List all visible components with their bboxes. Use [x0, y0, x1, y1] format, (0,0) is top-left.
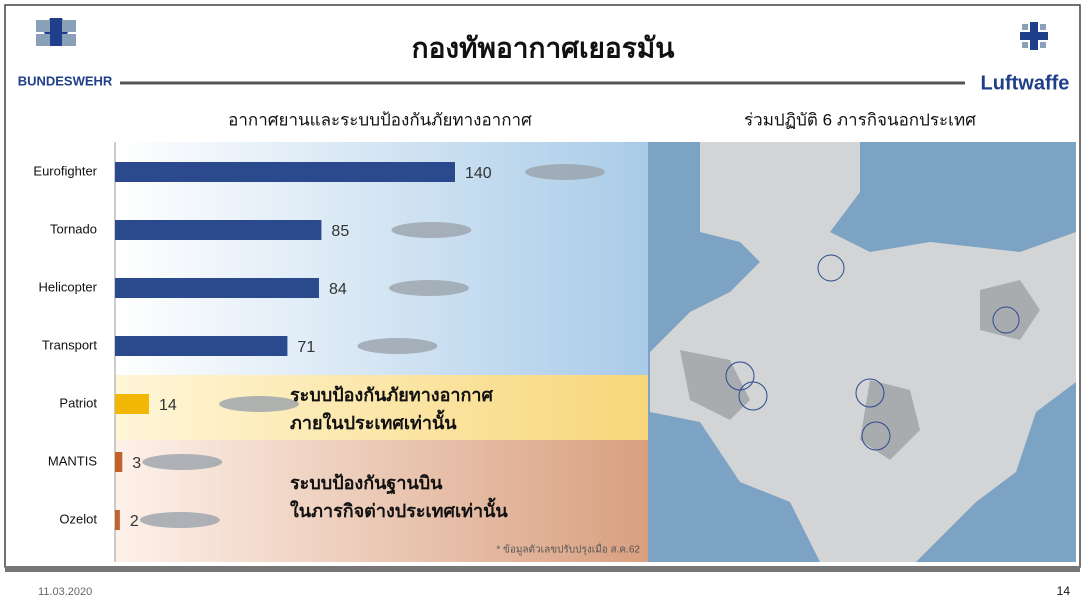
- annotation: ระบบป้องกันภัยทางอากาศ: [290, 385, 494, 405]
- bar: [115, 452, 123, 472]
- bar: [115, 394, 149, 414]
- value-label: 71: [297, 339, 315, 356]
- annotation: ระบบป้องกันฐานบิน: [290, 473, 443, 495]
- value-label: 3: [132, 455, 141, 472]
- footnote: * ข้อมูลตัวเลขปรับปรุงเมื่อ ส.ค.62: [496, 542, 640, 556]
- bar: [115, 220, 322, 240]
- chart-title: อากาศยานและระบบป้องกันภัยทางอากาศ: [228, 110, 532, 129]
- vehicle-image: [391, 222, 472, 238]
- map-title: ร่วมปฏิบัติ 6 ภารกิจนอกประเทศ: [744, 110, 976, 129]
- bar: [115, 278, 319, 298]
- value-label: 140: [465, 165, 492, 182]
- footer-bar: [5, 566, 1080, 572]
- category-label: Helicopter: [38, 279, 97, 294]
- annotation: ในภารกิจต่างประเทศเท่านั้น: [290, 497, 508, 521]
- value-label: 2: [130, 513, 139, 530]
- map: [648, 142, 1076, 562]
- vehicle-image: [142, 454, 223, 470]
- category-label: Transport: [42, 337, 98, 352]
- category-label: MANTIS: [48, 453, 97, 468]
- bar: [115, 336, 288, 356]
- right-logo-text: Luftwaffe: [981, 72, 1070, 94]
- value-label: 14: [159, 397, 177, 414]
- vehicle-image: [389, 280, 469, 296]
- category-label: Ozelot: [59, 511, 97, 526]
- vehicle-image: [219, 396, 299, 412]
- footer-date: 11.03.2020: [38, 586, 92, 598]
- left-logo-text: BUNDESWEHR: [18, 73, 113, 88]
- category-label: Tornado: [50, 221, 97, 236]
- page-number: 14: [1057, 584, 1071, 598]
- bundeswehr-logo: [36, 18, 76, 46]
- panel-background: [115, 375, 648, 440]
- bar: [115, 162, 455, 182]
- vehicle-image: [357, 338, 438, 354]
- value-label: 85: [331, 223, 349, 240]
- vehicle-image: [139, 512, 220, 528]
- category-label: Eurofighter: [33, 163, 97, 178]
- bar: [115, 510, 120, 530]
- vehicle-image: [525, 164, 605, 180]
- annotation: ภายในประเทศเท่านั้น: [290, 409, 457, 433]
- luftwaffe-logo: [1020, 22, 1048, 50]
- value-label: 84: [329, 281, 347, 298]
- category-label: Patriot: [59, 395, 97, 410]
- slide-title: กองทัพอากาศเยอรมัน: [412, 32, 675, 63]
